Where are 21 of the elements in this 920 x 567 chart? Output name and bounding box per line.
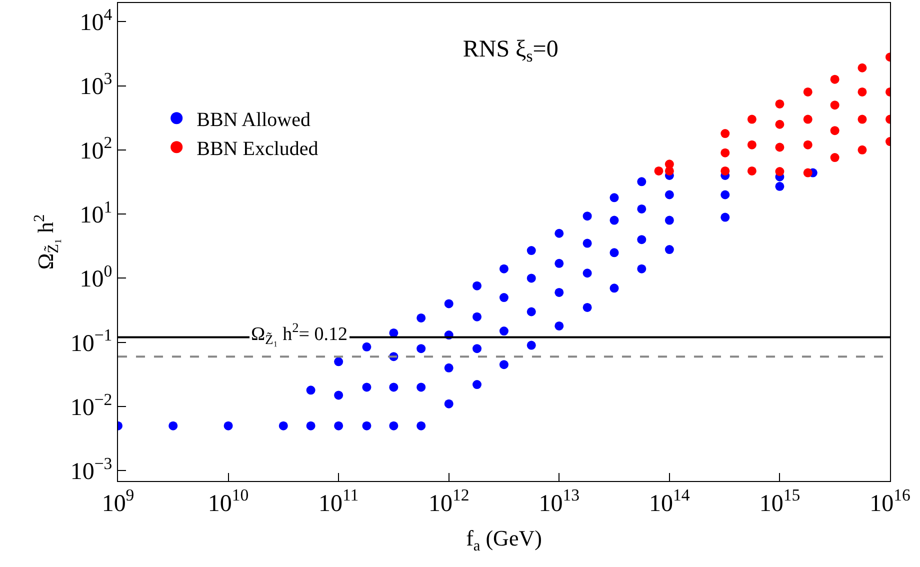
y-tick-label: 10$^{1}$ [80,197,112,228]
x-tick-label: 10$^{15}$ [759,486,800,517]
x-tick-label: 10$^{16}$ [870,486,910,517]
x-tick-label: 10$^{9}$ [102,486,134,517]
y-tick-label: 10$^{3}$ [80,69,112,100]
text: RNS ξ$_{s}$=0 [462,36,558,66]
legend-label: BBN Allowed [196,108,311,131]
x-tick-label: 10$^{12}$ [428,486,470,517]
x-tick-label: 10$^{10}$ [208,486,249,517]
y-tick-label: 10$^{4}$ [80,4,113,36]
y-tick-label: 10$^{0}$ [80,262,112,293]
y-tick-label: 10$^{−1}$ [70,326,112,357]
y-tick-label: 10$^{−2}$ [70,390,112,421]
ref-line-label: Ω$_{Z̃₁}$ h$^{2}$= 0.12 [251,320,348,347]
x-tick-label: 10$^{11}$ [318,486,359,517]
x-tick-label: 10$^{14}$ [649,486,690,517]
y-tick-label: 10$^{−3}$ [70,454,112,486]
legend-label: BBN Excluded [196,138,318,160]
x-tick-label: 10$^{13}$ [538,486,580,517]
x-axis-title: f$_{a}$ (GeV) [466,526,542,554]
y-tick-label: 10$^{2}$ [80,133,112,164]
